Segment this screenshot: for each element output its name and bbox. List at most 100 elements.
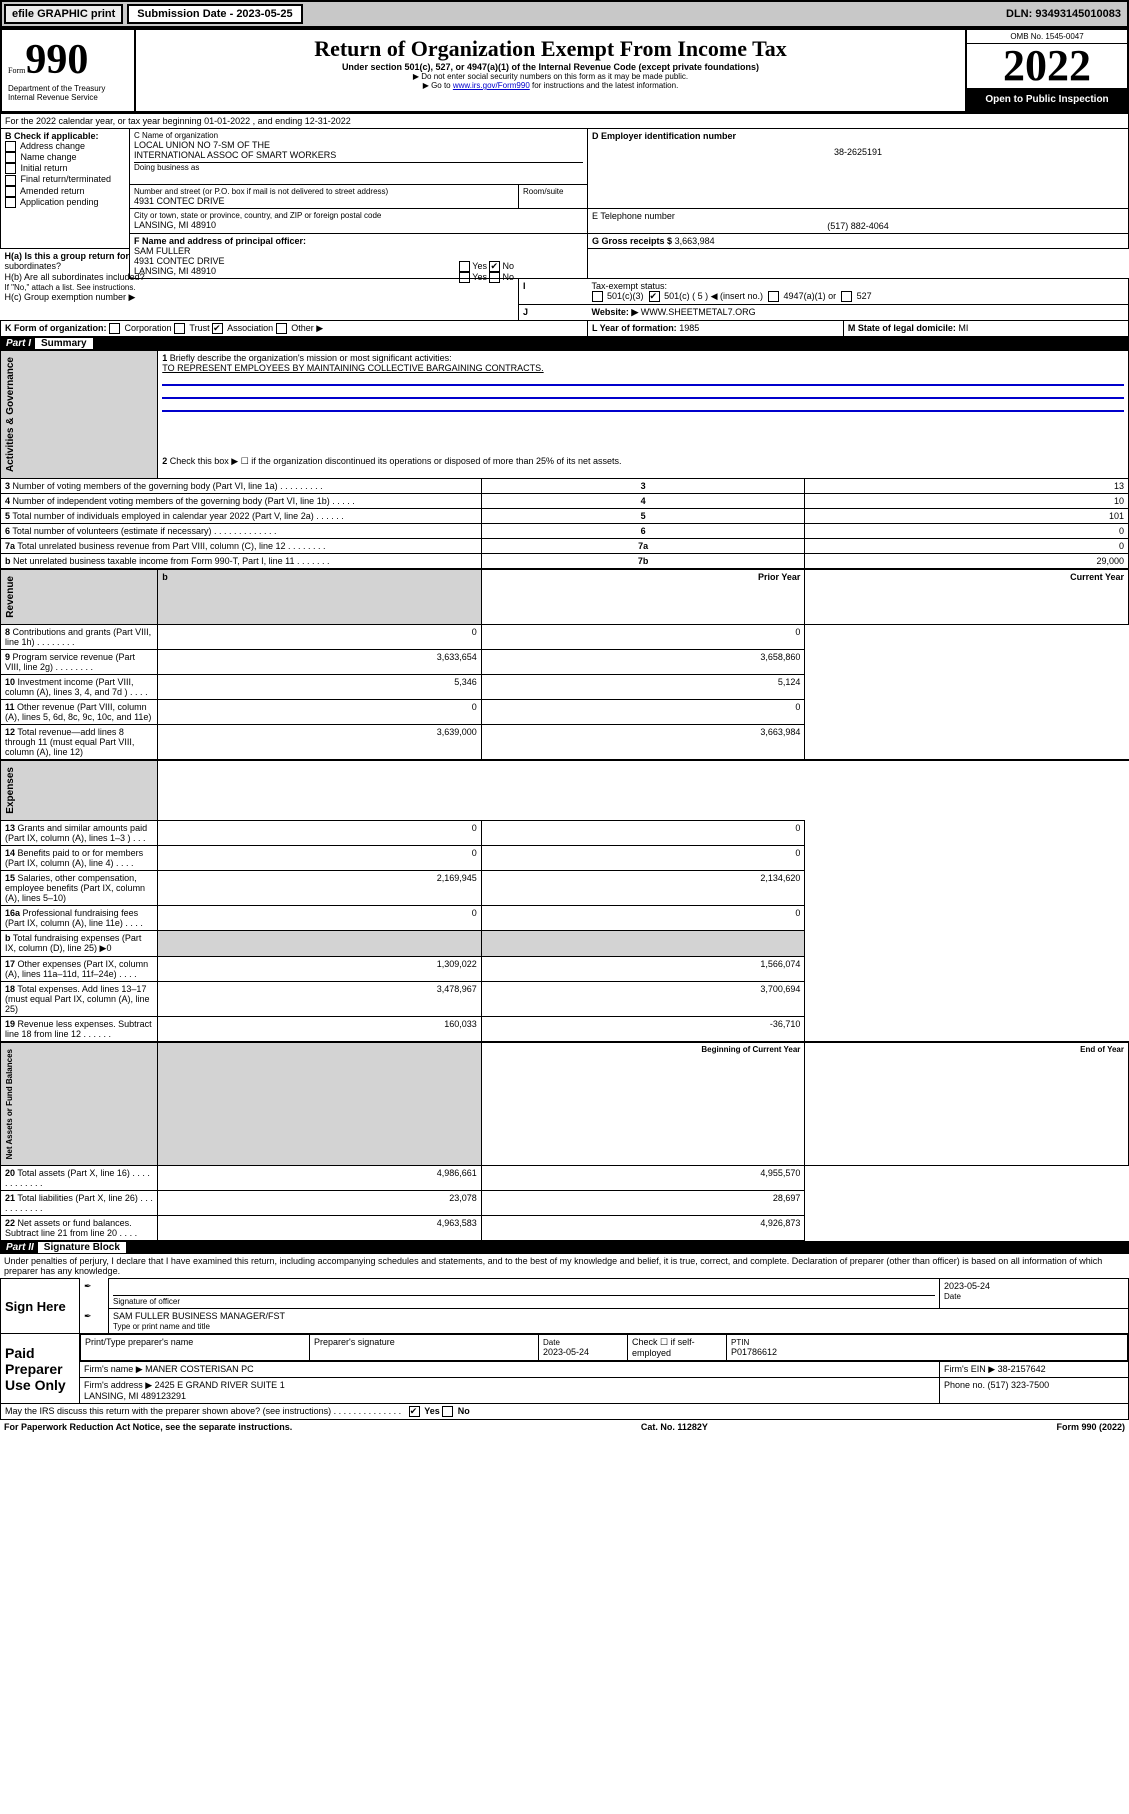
firm-phone: Phone no. (517) 323-7500 (940, 1378, 1129, 1404)
pc2: Date (543, 1338, 560, 1347)
cy-22: 4,926,873 (481, 1216, 805, 1241)
py-16a: 0 (158, 905, 482, 930)
boxb-cb[interactable] (5, 175, 16, 186)
form-number: 990 (25, 37, 88, 83)
hb-note: If "No," attach a list. See instructions… (5, 283, 515, 292)
ha-no[interactable] (489, 261, 500, 272)
telephone: (517) 882-4064 (592, 221, 1124, 231)
hb-yes[interactable] (459, 272, 470, 283)
k0: Corporation (125, 323, 172, 333)
firm-ein: Firm's EIN ▶ 38-2157642 (940, 1362, 1129, 1378)
k2: Association (227, 323, 273, 333)
k-assoc[interactable] (212, 323, 223, 334)
ha-yes[interactable] (459, 261, 470, 272)
footer-right: Form 990 (2022) (1056, 1422, 1125, 1432)
submission-date: Submission Date - 2023-05-25 (127, 4, 302, 24)
footer-cat: Cat. No. 11282Y (641, 1422, 708, 1432)
no: No (458, 1406, 470, 1416)
subtitle-3a: ▶ Go to (423, 81, 453, 90)
c4: 527 (857, 291, 872, 301)
website-hdr: Website: ▶ (592, 307, 639, 317)
py-hdr: Prior Year (481, 569, 805, 624)
boxb-cb[interactable] (5, 197, 16, 208)
boxb-cb[interactable] (5, 163, 16, 174)
hc-label: H(c) Group exemption number ▶ (5, 292, 515, 303)
firm-name: Firm's name ▶ MANER COSTERISAN PC (80, 1362, 940, 1378)
sig-officer-label: Signature of officer (113, 1297, 180, 1306)
form-header: Form990 Department of the Treasury Inter… (0, 28, 1129, 113)
4947-cb[interactable] (768, 291, 779, 302)
py-12: 3,639,000 (158, 724, 482, 760)
subtitle-3b: for instructions and the latest informat… (530, 81, 679, 90)
boxb-cb[interactable] (5, 152, 16, 163)
p2t: Signature Block (38, 1242, 126, 1253)
py-20: 4,986,661 (158, 1166, 482, 1191)
hb-label: H(b) Are all subordinates included? (5, 272, 145, 283)
hb-no[interactable] (489, 272, 500, 283)
signature-table: Sign Here ✒ Signature of officer 2023-05… (0, 1278, 1129, 1420)
cy-21: 28,697 (481, 1191, 805, 1216)
pdate: 2023-05-24 (543, 1347, 589, 1357)
box-7a: 7a (481, 539, 805, 554)
k-corp[interactable] (109, 323, 120, 334)
c2: 501(c) ( 5 ) ◀ (insert no.) (664, 291, 763, 301)
irs-link[interactable]: www.irs.gov/Form990 (453, 81, 530, 90)
may-yes[interactable] (409, 1406, 420, 1417)
irs: Internal Revenue Service (8, 93, 128, 102)
firm-addr: Firm's address ▶ 2425 E GRAND RIVER SUIT… (84, 1380, 935, 1391)
k-trust[interactable] (174, 323, 185, 334)
declaration: Under penalties of perjury, I declare th… (0, 1254, 1129, 1278)
boxb-cb[interactable] (5, 186, 16, 197)
py-13: 0 (158, 820, 482, 845)
boxb-cb[interactable] (5, 141, 16, 152)
may-discuss: May the IRS discuss this return with the… (5, 1406, 401, 1416)
py-19: 160,033 (158, 1016, 482, 1042)
cy-18: 3,700,694 (481, 981, 805, 1016)
box-f-hdr: F Name and address of principal officer: (134, 236, 583, 246)
cy-b (481, 930, 805, 956)
efile-print-button[interactable]: efile GRAPHIC print (4, 4, 123, 24)
527-cb[interactable] (841, 291, 852, 302)
k3: Other ▶ (291, 323, 323, 333)
side-activities: Activities & Governance (5, 353, 16, 476)
box-5: 5 (481, 509, 805, 524)
val-3: 13 (805, 479, 1129, 494)
side-netassets: Net Assets or Fund Balances (5, 1045, 14, 1163)
l1: Briefly describe the organization's miss… (170, 353, 452, 363)
officer-printed: SAM FULLER BUSINESS MANAGER/FST (113, 1311, 1124, 1321)
cy-10: 5,124 (481, 674, 805, 699)
ey-hdr: End of Year (805, 1042, 1129, 1166)
footer-left: For Paperwork Reduction Act Notice, see … (4, 1422, 292, 1432)
firm-city: LANSING, MI 489123291 (84, 1391, 935, 1401)
k1: Trust (189, 323, 209, 333)
org-name-2: INTERNATIONAL ASSOC OF SMART WORKERS (134, 150, 583, 160)
box-3: 3 (481, 479, 805, 494)
cy-20: 4,955,570 (481, 1166, 805, 1191)
py-8: 0 (158, 624, 482, 649)
subtitle-2: ▶ Do not enter social security numbers o… (142, 72, 959, 81)
box-m-hdr: M State of legal domicile: (848, 323, 956, 333)
may-no[interactable] (442, 1406, 453, 1417)
k-other[interactable] (276, 323, 287, 334)
by-hdr: Beginning of Current Year (481, 1042, 805, 1166)
cy-hdr: Current Year (805, 569, 1129, 624)
box-c-hdr: C Name of organization (134, 131, 583, 140)
ein: 38-2625191 (592, 141, 1124, 163)
501c-cb[interactable] (649, 291, 660, 302)
501c3-cb[interactable] (592, 291, 603, 302)
dba-label: Doing business as (134, 162, 583, 172)
box-b-hdr: B Check if applicable: (5, 131, 125, 141)
l1v: TO REPRESENT EMPLOYEES BY MAINTAINING CO… (162, 363, 543, 373)
paid-preparer: Paid Preparer Use Only (1, 1334, 80, 1404)
box-7b: 7b (481, 554, 805, 570)
cy-9: 3,658,860 (481, 649, 805, 674)
p1t: Summary (35, 338, 93, 349)
top-bar: efile GRAPHIC print Submission Date - 20… (0, 0, 1129, 28)
sign-here: Sign Here (1, 1279, 80, 1334)
p2h: Part II (6, 1242, 34, 1253)
box-g-hdr: G Gross receipts $ (592, 236, 672, 246)
pc0: Print/Type preparer's name (81, 1335, 310, 1361)
gross-receipts: 3,663,984 (675, 236, 715, 246)
cy-8: 0 (481, 624, 805, 649)
dln: DLN: 93493145010083 (1006, 8, 1127, 20)
